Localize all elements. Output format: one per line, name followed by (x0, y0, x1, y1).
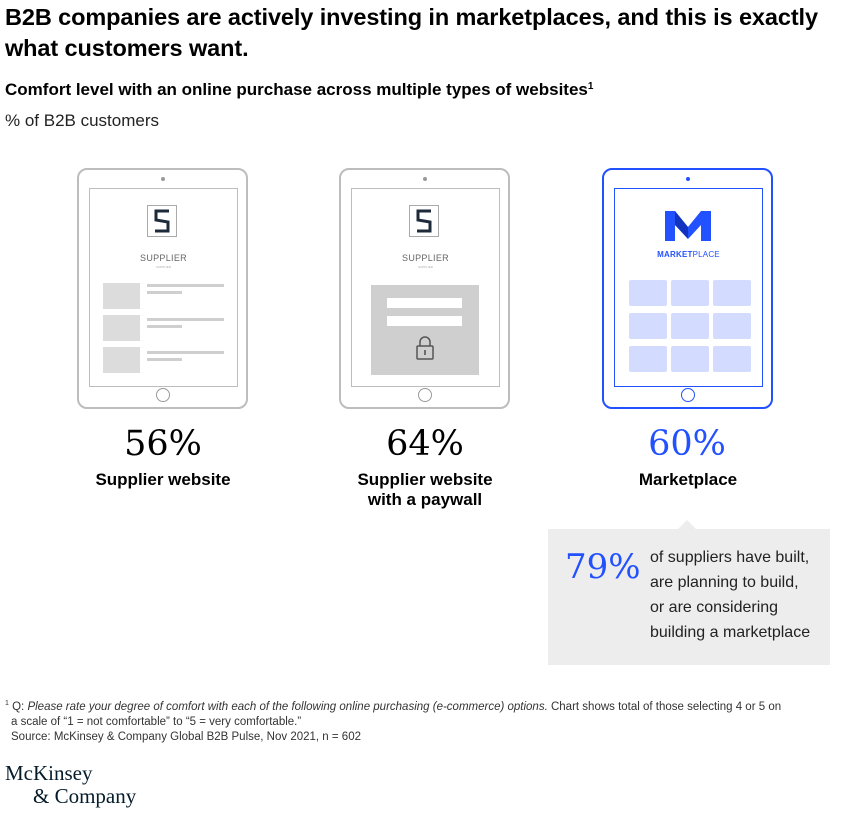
product-tile (671, 346, 709, 372)
chart-title: B2B companies are actively investing in … (5, 4, 818, 61)
list-item-line (147, 291, 182, 294)
mckinsey-logo: McKinsey & Company (5, 762, 136, 808)
footnote-q-prefix: Q: (12, 700, 28, 713)
unit-label: % of B2B customers (5, 111, 160, 130)
label-supplier-paywall: Supplier website with a paywall (315, 470, 535, 510)
supplier-screen-sublabel: SUPPLIER (156, 265, 171, 269)
supplier-logo-icon (147, 205, 177, 237)
supplier-logo-icon (409, 205, 439, 237)
footnote-source: Source: McKinsey & Company Global B2B Pu… (11, 730, 361, 743)
product-tile (629, 280, 667, 306)
tablet-marketplace: MARKETPLACE (602, 168, 773, 409)
list-item-thumb (103, 315, 140, 341)
callout-text: of suppliers have built, are planning to… (650, 545, 825, 645)
callout-line: building a marketplace (650, 624, 811, 641)
callout-line: of suppliers have built, (650, 549, 810, 566)
label-line: Marketplace (638, 470, 738, 489)
footnote-question: Please rate your degree of comfort with … (27, 700, 548, 713)
marketplace-screen-label: MARKETPLACE (615, 250, 762, 259)
list-item-line (147, 351, 224, 354)
brand-line-1: McKinsey (5, 761, 93, 785)
label-line: Supplier website (95, 470, 231, 489)
footnote-rest: Chart shows total of those selecting 4 o… (547, 700, 782, 713)
callout-value: 79% (565, 547, 641, 587)
tablet-home-button (417, 388, 432, 402)
callout-line: or are considering (650, 599, 779, 616)
label-marketplace: Marketplace (578, 470, 798, 490)
product-tile (713, 280, 751, 306)
tablet-screen: SUPPLIER SUPPLIER (89, 188, 238, 387)
tablet-screen: MARKETPLACE (614, 188, 763, 387)
paywall-panel (371, 285, 479, 375)
label-line: Supplier website (357, 470, 493, 489)
list-item-thumb (103, 283, 140, 309)
value-supplier-paywall: 64% (386, 424, 464, 464)
footnote: 1 Q: Please rate your degree of comfort … (5, 696, 855, 745)
tablet-screen: SUPPLIER SUPPLIER (351, 188, 500, 387)
tablet-supplier-paywall: SUPPLIER SUPPLIER (339, 168, 510, 409)
supplier-screen-label: SUPPLIER (402, 253, 449, 263)
list-item-line (147, 325, 182, 328)
list-item-line (147, 284, 224, 287)
subtitle-footnote-mark: 1 (587, 81, 594, 92)
product-tile (671, 313, 709, 339)
value-supplier-website: 56% (124, 424, 202, 464)
marketplace-label-light: PLACE (692, 250, 720, 259)
footnote-mark: 1 (5, 700, 9, 707)
label-supplier-website: Supplier website (53, 470, 273, 490)
product-tile (629, 346, 667, 372)
value-marketplace: 60% (648, 424, 726, 464)
supplier-screen-sublabel: SUPPLIER (418, 265, 433, 269)
tablet-camera (685, 177, 690, 181)
footnote-line-2: a scale of “1 = not comfortable” to “5 =… (11, 715, 302, 728)
footnote-line-1: 1 Q: Please rate your degree of comfort … (5, 696, 855, 715)
supplier-screen-label: SUPPLIER (140, 253, 187, 263)
tablet-camera (422, 177, 427, 181)
paywall-password-field (387, 316, 462, 326)
brand-line-2: & Company (33, 784, 137, 808)
callout-box: 79% of suppliers have built, are plannin… (548, 529, 830, 665)
chart-subtitle: Comfort level with an online purchase ac… (5, 80, 593, 100)
callout-pointer (677, 520, 697, 530)
paywall-username-field (387, 298, 462, 308)
marketplace-logo-icon (665, 211, 711, 241)
subtitle-text: Comfort level with an online purchase ac… (5, 80, 588, 99)
lock-icon (416, 336, 434, 360)
list-item-line (147, 358, 182, 361)
marketplace-label-bold: MARKET (657, 250, 693, 259)
list-item-thumb (103, 347, 140, 373)
tablet-supplier-website: SUPPLIER SUPPLIER (77, 168, 248, 409)
product-tile (713, 313, 751, 339)
product-tile (629, 313, 667, 339)
tablet-home-button (680, 388, 695, 402)
product-tile (671, 280, 709, 306)
callout-line: are planning to build, (650, 574, 799, 591)
label-line: with a paywall (367, 490, 483, 509)
product-tile (713, 346, 751, 372)
tablet-camera (160, 177, 165, 181)
tablet-home-button (155, 388, 170, 402)
list-item-line (147, 318, 224, 321)
